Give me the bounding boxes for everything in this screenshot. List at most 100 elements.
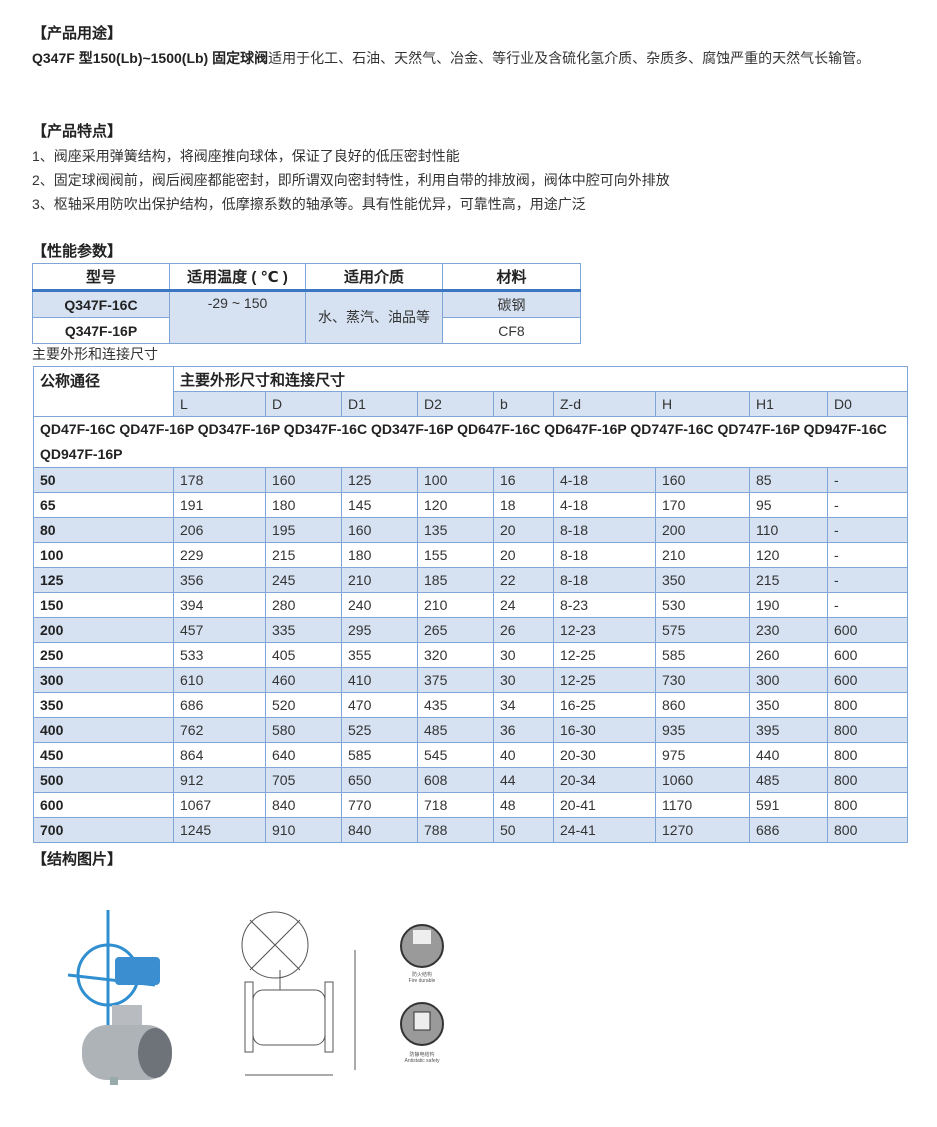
dim-cell: 485 [417,717,494,743]
dim-cell: 160 [341,517,418,543]
dim-column-header: b [493,391,554,417]
dim-cell: 460 [265,667,342,693]
dim-column-header: Z-d [553,391,656,417]
dim-cell: 405 [265,642,342,668]
table-row: 500 912 705 650 608 44 20-34 1060 485 800 [33,767,909,793]
dim-cell: 120 [749,542,828,568]
dim-cell: 1245 [173,817,266,843]
dim-cell: 155 [417,542,494,568]
dim-cell: 48 [493,792,554,818]
dims-caption: 主要外形和连接尺寸 [32,346,158,362]
group-header: 主要外形尺寸和连接尺寸 [172,366,909,392]
dim-cell: 8-18 [553,567,656,593]
col-header: 适用介质 [305,263,443,292]
dim-cell: 34 [493,692,554,718]
dim-cell: - [826,567,909,593]
dim-cell: 910 [265,817,342,843]
dim-cell: 394 [173,592,266,618]
dim-cell: 30 [493,667,554,693]
dim-cell: 356 [173,567,266,593]
dim-cell: 800 [826,792,909,818]
dim-cell: 160 [265,467,342,493]
dim-cell: 180 [265,492,342,518]
dim-cell: 210 [417,592,494,618]
dim-cell: 530 [655,592,750,618]
table-row: 100 229 215 180 155 20 8-18 210 120- [33,542,909,568]
table-row: 200 457 335 295 265 26 12-23 575 230 600 [33,617,909,643]
features-heading: 【产品特点】 [32,123,123,140]
dim-cell: 485 [749,767,828,793]
table-row: 125 356 245 210 185 22 8-18 350 215- [33,567,909,593]
dim-cell: 864 [173,742,266,768]
dim-cell: 215 [265,542,342,568]
dim-cell: 135 [417,517,494,543]
dim-cell: 350 [749,692,828,718]
table-row: 600 1067 840 770 718 48 20-41 1170 591 800 [33,792,909,818]
dim-cell: 36 [493,717,554,743]
dim-cell: - [826,492,909,518]
dim-cell: 50 [493,817,554,843]
dim-cell: 585 [341,742,418,768]
model-list: QD47F-16C QD47F-16P QD347F-16P QD347F-16… [32,416,909,468]
dim-cell: 110 [749,517,828,543]
dim-cell: 26 [493,617,554,643]
dim-cell: 8-18 [553,542,656,568]
dim-cell: 16-30 [553,717,656,743]
dim-cell: 800 [826,817,909,843]
nominal-diameter-cell: 300 [33,667,174,693]
material-cell: CF8 [442,317,581,344]
usage-text: Q347F 型150(Lb)~1500(Lb) 固定球阀适用于化工、石油、天然气… [32,46,912,70]
model-cell: Q347F-16C [32,290,170,318]
dim-cell: 730 [655,667,750,693]
dim-cell: 18 [493,492,554,518]
dim-cell: 608 [417,767,494,793]
dim-cell: 44 [493,767,554,793]
usage-desc: 适用于化工、石油、天然气、冶金、等行业及含硫化氢介质、杂质多、腐蚀严重的天然气长… [268,50,871,66]
dim-cell: 860 [655,692,750,718]
dim-cell: 190 [749,592,828,618]
detail-label: 防静电结构 [409,1051,434,1058]
dim-cell: 12-25 [553,642,656,668]
dim-cell: 170 [655,492,750,518]
dim-cell: 457 [173,617,266,643]
dim-cell: 335 [265,617,342,643]
dim-cell: 435 [417,692,494,718]
usage-model: Q347F 型150(Lb)~1500(Lb) 固定球阀 [32,50,269,66]
dim-cell: 686 [173,692,266,718]
dim-cell: 800 [826,767,909,793]
nominal-diameter-cell: 65 [33,492,174,518]
nominal-diameter-cell: 200 [33,617,174,643]
dim-cell: 215 [749,567,828,593]
dim-cell: 24-41 [553,817,656,843]
structure-heading: 【结构图片】 [32,851,123,868]
col-header: 适用温度 ( ℃ ) [169,263,306,292]
dimensions-table: 公称通径 主要外形尺寸和连接尺寸 L D D1 D2 b Z-d H H1 D0 QD47F-1… [32,366,909,843]
usage-heading: 【产品用途】 [32,25,123,42]
dim-cell: 585 [655,642,750,668]
dim-cell: 800 [826,692,909,718]
dim-cell: 770 [341,792,418,818]
dim-cell: 200 [655,517,750,543]
dim-cell: 8-18 [553,517,656,543]
detail-label: Fire durable [409,978,436,984]
dim-cell: 265 [417,617,494,643]
dim-cell: 230 [749,617,828,643]
dim-cell: 718 [417,792,494,818]
dim-cell: 580 [265,717,342,743]
dim-cell: 375 [417,667,494,693]
nominal-diameter-header: 公称通径 [33,366,174,417]
feature-item: 1、阀座采用弹簧结构，将阀座推向球体，保证了良好的低压密封性能 [32,148,460,164]
dim-cell: - [826,592,909,618]
dim-cell: 1060 [655,767,750,793]
dim-cell: 125 [341,467,418,493]
dim-cell: 4-18 [553,492,656,518]
dim-cell: 12-25 [553,667,656,693]
dim-cell: 95 [749,492,828,518]
dim-cell: 180 [341,542,418,568]
dim-column-header: D [265,391,342,417]
dim-cell: 16 [493,467,554,493]
dim-cell: 8-23 [553,592,656,618]
dim-cell: 295 [341,617,418,643]
dim-cell: 160 [655,467,750,493]
nominal-diameter-cell: 700 [33,817,174,843]
